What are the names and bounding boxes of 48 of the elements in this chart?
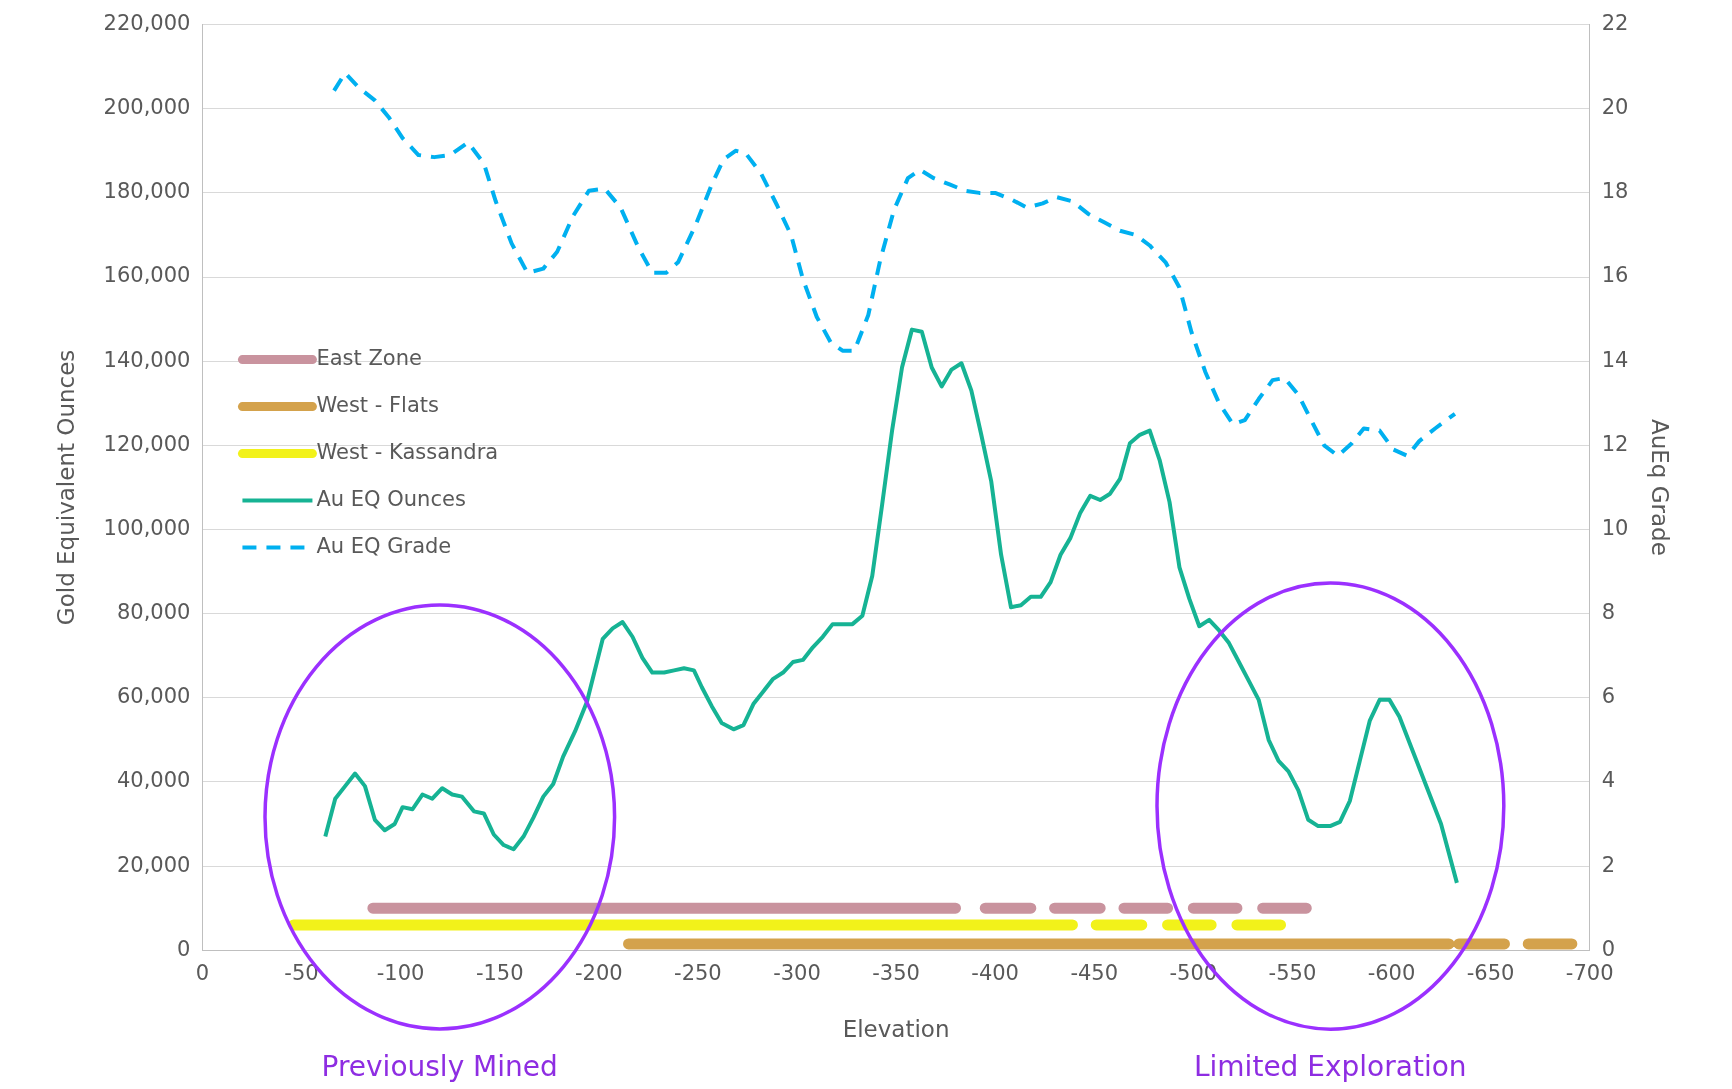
y2-tick-label: 16	[1601, 263, 1629, 288]
x-tick-label: -600	[1367, 961, 1416, 986]
x-tick-label: -150	[475, 961, 524, 986]
x-tick-label: -550	[1268, 961, 1317, 986]
x-tick-label: -650	[1466, 961, 1515, 986]
y-tick-label: 200,000	[103, 95, 191, 120]
y2-tick-label: 14	[1601, 347, 1629, 372]
y-tick-label: 80,000	[116, 600, 191, 625]
y2-tick-label: 18	[1601, 179, 1629, 204]
x-tick-label: -400	[971, 961, 1019, 986]
x-tick-label: -350	[872, 961, 920, 986]
y-tick-label: 140,000	[103, 347, 191, 372]
y2-tick-label: 12	[1601, 431, 1629, 456]
legend-label: Au EQ Grade	[316, 534, 452, 559]
y2-tick-label: 2	[1601, 852, 1616, 877]
y2-tick-label: 8	[1601, 600, 1616, 625]
x-tick-label: -250	[674, 961, 722, 986]
y-tick-label: 180,000	[103, 179, 191, 204]
legend-label: West - Kassandra	[316, 440, 499, 465]
y-tick-label: 100,000	[103, 515, 191, 540]
y2-tick-label: 6	[1601, 684, 1616, 709]
x-tick-label: -50	[284, 961, 319, 986]
legend-label: West - Flats	[316, 393, 439, 418]
text: Limited Exploration	[1193, 1050, 1467, 1083]
y-tick-label: 120,000	[103, 431, 191, 456]
x-tick-label: -700	[1565, 961, 1614, 986]
x-tick-label: 0	[195, 961, 210, 986]
legend-label: East Zone	[316, 346, 422, 371]
y-tick-label: 0	[177, 936, 191, 961]
y-tick-label: 40,000	[116, 768, 191, 793]
y2-tick-label: 0	[1601, 936, 1616, 961]
x-tick-label: -300	[773, 961, 821, 986]
y2-axis-title: AuEq Grade	[1647, 418, 1674, 556]
y2-tick-label: 4	[1601, 768, 1616, 793]
x-tick-label: -100	[376, 961, 425, 986]
y-tick-label: 20,000	[116, 852, 191, 877]
legend-label: Au EQ Ounces	[316, 487, 466, 512]
x-tick-label: -200	[574, 961, 623, 986]
y2-tick-label: 10	[1601, 515, 1629, 540]
y-tick-label: 220,000	[103, 11, 191, 36]
text: Previously Mined	[321, 1050, 558, 1083]
y2-tick-label: 20	[1601, 95, 1629, 120]
y-axis-title: Gold Equivalent Ounces	[52, 349, 79, 626]
y2-tick-label: 22	[1601, 11, 1629, 36]
x-axis-title: Elevation	[842, 1016, 950, 1043]
y-tick-label: 60,000	[116, 684, 191, 709]
x-tick-label: -450	[1070, 961, 1119, 986]
y-tick-label: 160,000	[103, 263, 191, 288]
